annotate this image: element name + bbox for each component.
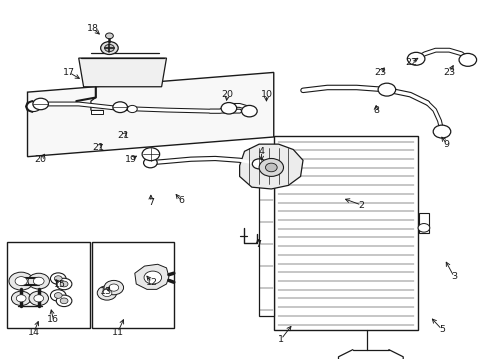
- Circle shape: [15, 276, 27, 285]
- Text: 20: 20: [221, 90, 233, 99]
- Text: 6: 6: [178, 196, 184, 205]
- Circle shape: [56, 278, 72, 290]
- Text: 21: 21: [92, 143, 104, 152]
- Bar: [92, 242, 174, 328]
- Circle shape: [33, 98, 48, 110]
- Text: 3: 3: [450, 272, 456, 281]
- Text: 5: 5: [438, 325, 444, 334]
- Circle shape: [54, 293, 62, 298]
- Circle shape: [417, 224, 429, 232]
- Text: 8: 8: [372, 106, 378, 115]
- Text: 12: 12: [145, 278, 158, 287]
- Text: 7: 7: [255, 240, 261, 249]
- Polygon shape: [239, 144, 303, 189]
- Bar: [418, 213, 428, 233]
- Circle shape: [54, 276, 62, 282]
- Polygon shape: [135, 264, 168, 289]
- Circle shape: [27, 102, 41, 112]
- Circle shape: [60, 298, 68, 304]
- Circle shape: [11, 291, 31, 306]
- Text: 13: 13: [99, 287, 111, 296]
- Circle shape: [50, 290, 66, 301]
- Circle shape: [60, 281, 68, 287]
- Text: 14: 14: [28, 328, 40, 337]
- Circle shape: [56, 295, 72, 307]
- Circle shape: [127, 105, 137, 113]
- Circle shape: [29, 291, 48, 306]
- Circle shape: [33, 277, 44, 285]
- Text: 1: 1: [278, 335, 284, 344]
- Circle shape: [104, 44, 114, 51]
- Bar: [6, 242, 90, 328]
- Text: 4: 4: [258, 147, 264, 156]
- Circle shape: [104, 280, 123, 295]
- Text: 17: 17: [63, 68, 75, 77]
- Text: 15: 15: [54, 280, 66, 289]
- Circle shape: [50, 273, 66, 284]
- Circle shape: [101, 41, 118, 54]
- Circle shape: [252, 159, 265, 169]
- Text: 16: 16: [47, 315, 59, 324]
- Bar: [273, 136, 417, 330]
- Circle shape: [458, 53, 476, 66]
- Circle shape: [109, 284, 119, 291]
- Circle shape: [259, 158, 283, 176]
- Circle shape: [241, 105, 257, 117]
- Circle shape: [265, 163, 277, 172]
- Text: 19: 19: [125, 155, 137, 164]
- Text: 23: 23: [442, 68, 454, 77]
- Circle shape: [113, 102, 127, 113]
- Circle shape: [16, 295, 26, 302]
- Circle shape: [142, 148, 159, 161]
- Circle shape: [102, 289, 112, 297]
- Text: 22: 22: [405, 58, 416, 67]
- Text: 9: 9: [443, 140, 449, 149]
- Text: 20: 20: [35, 155, 46, 164]
- Polygon shape: [27, 72, 273, 157]
- Circle shape: [221, 103, 236, 114]
- Circle shape: [143, 158, 157, 168]
- Circle shape: [28, 273, 49, 289]
- Bar: [259, 150, 273, 316]
- Polygon shape: [79, 58, 166, 87]
- Text: 23: 23: [373, 68, 386, 77]
- Circle shape: [34, 295, 43, 302]
- Circle shape: [407, 52, 424, 65]
- Bar: [91, 110, 103, 114]
- Circle shape: [9, 272, 33, 290]
- Text: 10: 10: [260, 90, 272, 99]
- Circle shape: [105, 33, 113, 39]
- Circle shape: [144, 271, 161, 284]
- Text: 18: 18: [87, 24, 99, 33]
- Text: 11: 11: [111, 328, 123, 337]
- Circle shape: [97, 286, 117, 300]
- Circle shape: [432, 125, 450, 138]
- Text: 21: 21: [117, 131, 129, 140]
- Circle shape: [377, 83, 395, 96]
- Text: 7: 7: [147, 198, 154, 207]
- Text: 2: 2: [358, 201, 364, 210]
